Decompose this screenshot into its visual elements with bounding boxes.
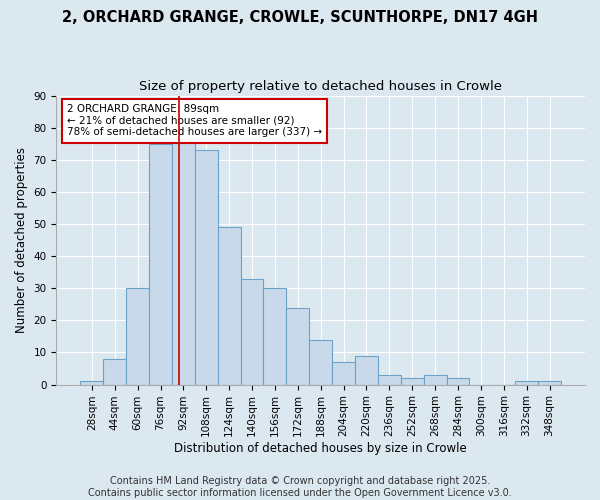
Bar xyxy=(172,140,195,384)
Bar xyxy=(401,378,424,384)
Bar xyxy=(332,362,355,384)
Bar xyxy=(424,375,446,384)
Text: Contains HM Land Registry data © Crown copyright and database right 2025.
Contai: Contains HM Land Registry data © Crown c… xyxy=(88,476,512,498)
Bar xyxy=(149,144,172,384)
Bar xyxy=(263,288,286,384)
Bar xyxy=(103,359,126,384)
Bar xyxy=(218,227,241,384)
Bar xyxy=(378,375,401,384)
Bar xyxy=(446,378,469,384)
Text: 2, ORCHARD GRANGE, CROWLE, SCUNTHORPE, DN17 4GH: 2, ORCHARD GRANGE, CROWLE, SCUNTHORPE, D… xyxy=(62,10,538,25)
Bar xyxy=(355,356,378,384)
Bar xyxy=(538,382,561,384)
Bar xyxy=(241,278,263,384)
Text: 2 ORCHARD GRANGE: 89sqm
← 21% of detached houses are smaller (92)
78% of semi-de: 2 ORCHARD GRANGE: 89sqm ← 21% of detache… xyxy=(67,104,322,138)
Bar xyxy=(286,308,309,384)
Bar xyxy=(195,150,218,384)
Bar xyxy=(309,340,332,384)
Bar xyxy=(126,288,149,384)
Y-axis label: Number of detached properties: Number of detached properties xyxy=(15,147,28,333)
Bar xyxy=(80,382,103,384)
X-axis label: Distribution of detached houses by size in Crowle: Distribution of detached houses by size … xyxy=(175,442,467,455)
Bar xyxy=(515,382,538,384)
Title: Size of property relative to detached houses in Crowle: Size of property relative to detached ho… xyxy=(139,80,502,93)
